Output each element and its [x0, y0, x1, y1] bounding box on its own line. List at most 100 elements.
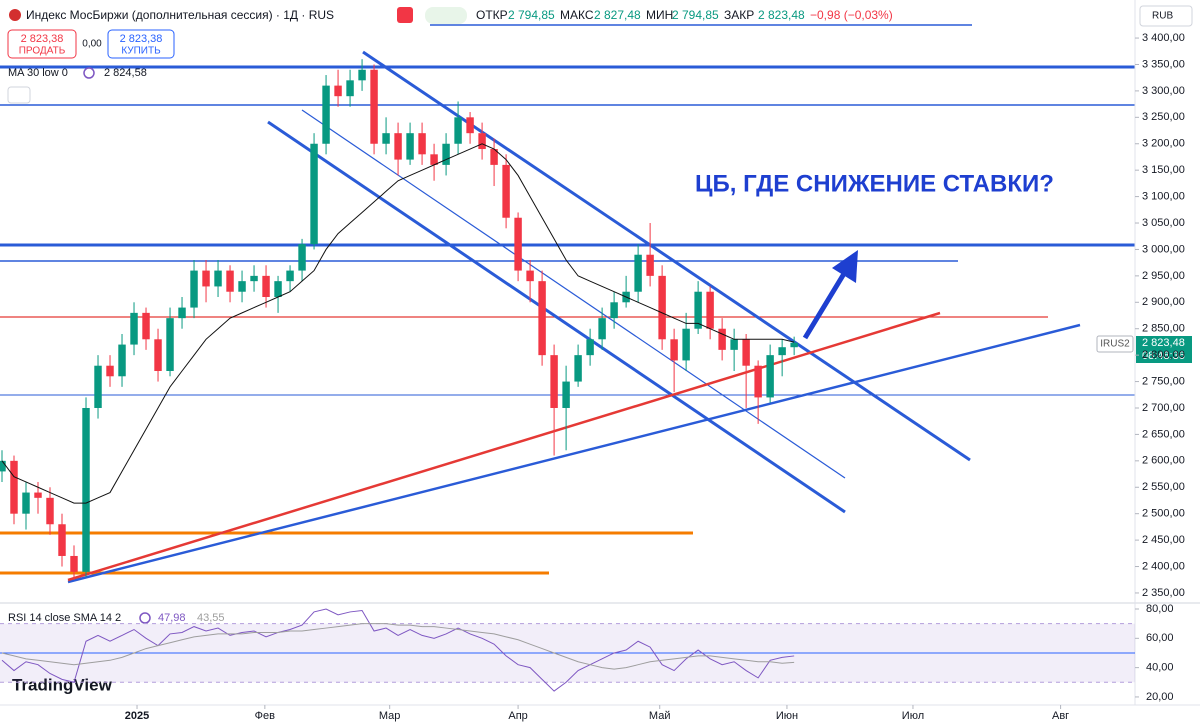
candle-body: [46, 497, 54, 525]
candle-body: [166, 318, 174, 371]
candle-body: [190, 270, 198, 308]
candle-body: [766, 355, 774, 398]
candle-body: [346, 80, 354, 97]
y-tick-label: 3 000,00: [1142, 243, 1185, 255]
y-tick-label: 2 750,00: [1142, 375, 1185, 387]
candle-body: [178, 307, 186, 319]
status-pill: [425, 7, 467, 24]
candle-body: [694, 291, 702, 329]
candle-body: [670, 339, 678, 361]
buy-button[interactable]: [107, 29, 175, 59]
symbol-title: Индекс МосБиржи (дополнительная сессия) …: [26, 8, 334, 22]
candle-body: [742, 339, 750, 366]
candle-body: [298, 244, 306, 271]
candle-body: [538, 281, 546, 356]
sell-button[interactable]: [7, 29, 77, 59]
candle-body: [142, 312, 150, 340]
candle-body: [454, 117, 462, 144]
spread: 0,00: [82, 39, 102, 50]
candle-body: [310, 143, 318, 245]
collapse-button[interactable]: [7, 86, 31, 104]
rsi-value: 47,98: [158, 612, 186, 624]
buy-price: 2 823,38: [120, 33, 163, 45]
candle-body: [262, 275, 270, 298]
x-tick-label: Апр: [508, 710, 527, 722]
candle-body: [118, 344, 126, 377]
y-tick-label: 2 350,00: [1142, 587, 1185, 599]
y-tick-label: 2 800,00: [1142, 349, 1185, 361]
trend-line: [67, 323, 1081, 584]
rsi-legend: RSI 14 close SMA 14 2: [8, 612, 121, 624]
sell-label: ПРОДАТЬ: [19, 46, 66, 57]
candle-body: [514, 217, 522, 271]
settings-icon[interactable]: [83, 67, 95, 79]
x-tick-label: Фев: [255, 710, 275, 722]
y-tick-label: 3 050,00: [1142, 217, 1185, 229]
candle-body: [0, 460, 6, 472]
candle-body: [34, 492, 42, 498]
y-tick-label: 80,00: [1146, 603, 1174, 615]
x-tick-label: Мар: [379, 710, 401, 722]
high-value: 2 827,48: [594, 8, 641, 22]
drawings: [0, 24, 1135, 584]
close-value: 2 823,48: [758, 8, 805, 22]
ma-line: [1, 143, 795, 504]
candle-body: [730, 339, 738, 350]
y-tick-label: 3 250,00: [1142, 111, 1185, 123]
arrow: [802, 270, 848, 340]
ma-legend: MA 30 low 0: [8, 67, 68, 79]
y-tick-label: 3 350,00: [1142, 58, 1185, 70]
y-tick-label: 60,00: [1146, 632, 1174, 644]
candle-body: [418, 133, 426, 155]
candle-body: [490, 149, 498, 165]
candle-body: [94, 365, 102, 408]
candle-body: [22, 492, 30, 514]
candle-body: [226, 270, 234, 292]
settings-icon[interactable]: [139, 612, 151, 624]
x-tick-label: 2025: [125, 710, 149, 722]
candle-body: [250, 275, 258, 282]
candle-body: [466, 117, 474, 134]
candle-body: [10, 460, 18, 514]
candle-body: [562, 381, 570, 408]
trend-line: [301, 109, 846, 479]
badge-timer: 08:48:36: [1142, 350, 1185, 362]
y-tick-label: 2 600,00: [1142, 455, 1185, 467]
rsi-sma-value: 43,55: [197, 612, 225, 624]
candle-body: [682, 328, 690, 361]
candle-body: [130, 312, 138, 345]
candle-body: [274, 281, 282, 298]
candle-body: [70, 555, 78, 572]
candle-body: [478, 133, 486, 150]
open-value: 2 794,85: [508, 8, 555, 22]
candle-body: [598, 318, 606, 340]
y-tick-label: 2 700,00: [1142, 402, 1185, 414]
candle-body: [358, 69, 366, 81]
y-tick-label: 3 200,00: [1142, 138, 1185, 150]
buy-label: КУПИТЬ: [121, 46, 161, 57]
candle-body: [154, 339, 162, 371]
y-tick-label: 20,00: [1146, 691, 1174, 703]
y-tick-label: 2 500,00: [1142, 508, 1185, 520]
candle-body: [430, 154, 438, 165]
candle-body: [322, 85, 330, 144]
candle-body: [526, 270, 534, 282]
alert-icon[interactable]: [397, 7, 413, 23]
currency-button[interactable]: [1139, 5, 1193, 27]
candle-body: [82, 407, 90, 572]
candle-body: [238, 281, 246, 292]
candle-body: [550, 355, 558, 408]
currency: RUB: [1152, 11, 1173, 22]
y-tick-label: 2 650,00: [1142, 428, 1185, 440]
x-tick-label: Июл: [902, 710, 924, 722]
logo: TradingView: [12, 675, 113, 694]
plot: [0, 59, 798, 580]
candle-body: [658, 275, 666, 340]
y-tick-label: 2 450,00: [1142, 534, 1185, 546]
candle-body: [334, 85, 342, 97]
candle-body: [718, 328, 726, 350]
candle-body: [502, 164, 510, 218]
trend-line: [267, 120, 846, 514]
ma-value: 2 824,58: [104, 67, 147, 79]
